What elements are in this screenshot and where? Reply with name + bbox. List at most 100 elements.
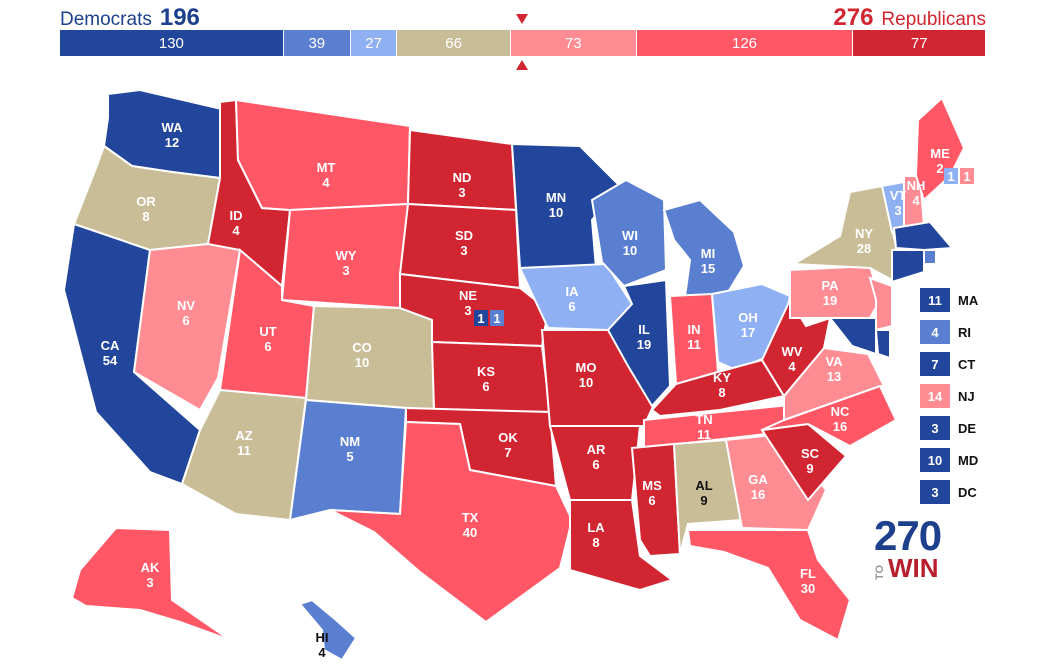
small-state-abbr: NJ bbox=[958, 388, 975, 404]
district-box-ne_d2[interactable] bbox=[490, 310, 504, 326]
state-label-NY: NY 28 bbox=[855, 226, 873, 256]
state-label-TX: TX 40 bbox=[462, 510, 479, 540]
small-state-ev-box[interactable]: 14 bbox=[920, 384, 950, 408]
state-label-MT: MT 4 bbox=[317, 160, 336, 190]
state-label-AK: AK 3 bbox=[141, 560, 160, 590]
state-label-LA: LA 8 bbox=[587, 520, 605, 550]
small-state-ev-box[interactable]: 7 bbox=[920, 352, 950, 376]
state-CT[interactable] bbox=[891, 249, 925, 284]
small-state-abbr: MD bbox=[958, 452, 979, 468]
state-label-WI: WI 10 bbox=[622, 228, 638, 258]
state-label-NE: NE 3 bbox=[459, 288, 477, 318]
district-box-me_d1[interactable] bbox=[944, 168, 958, 184]
state-label-MO: MO 10 bbox=[576, 360, 597, 390]
state-RI[interactable] bbox=[923, 249, 937, 265]
state-label-MN: MN 10 bbox=[546, 190, 566, 220]
state-CO[interactable] bbox=[304, 304, 436, 412]
tally-segment[interactable]: 39 bbox=[283, 30, 351, 56]
state-label-IL: IL 19 bbox=[637, 322, 651, 352]
state-HI[interactable] bbox=[298, 598, 358, 662]
state-AK[interactable] bbox=[70, 526, 231, 641]
small-state-row[interactable]: 14 NJ bbox=[920, 384, 978, 408]
district-box-me_d2[interactable] bbox=[960, 168, 974, 184]
state-label-MI: MI 15 bbox=[701, 246, 715, 276]
tally-segment[interactable]: 73 bbox=[510, 30, 637, 56]
state-label-VT: VT 3 bbox=[890, 188, 907, 218]
tally-segment[interactable]: 130 bbox=[60, 30, 284, 56]
state-label-VA: VA 13 bbox=[825, 354, 843, 384]
state-label-OH: OH 17 bbox=[738, 310, 758, 340]
small-state-row[interactable]: 10 MD bbox=[920, 448, 978, 472]
state-label-KS: KS 6 bbox=[477, 364, 495, 394]
state-label-NH: NH 4 bbox=[907, 178, 926, 208]
state-label-WV: WV 4 bbox=[782, 344, 803, 374]
small-state-ev-box[interactable]: 3 bbox=[920, 480, 950, 504]
small-state-row[interactable]: 3 DE bbox=[920, 416, 978, 440]
logo-win: WIN bbox=[888, 553, 939, 583]
republicans-label: Republicans bbox=[881, 9, 986, 30]
state-label-OK: OK 7 bbox=[498, 430, 518, 460]
state-WI[interactable] bbox=[590, 178, 668, 288]
district-label-ne_d2: 1 bbox=[493, 311, 500, 326]
state-AL[interactable] bbox=[672, 438, 744, 555]
state-TX[interactable] bbox=[329, 420, 574, 624]
state-label-CA: CA 54 bbox=[101, 338, 120, 368]
state-label-IN: IN 11 bbox=[687, 322, 701, 352]
state-label-AR: AR 6 bbox=[587, 442, 606, 472]
state-IL[interactable] bbox=[606, 278, 672, 408]
state-label-ND: ND 3 bbox=[453, 170, 472, 200]
small-state-abbr: DE bbox=[958, 420, 977, 436]
state-MA[interactable] bbox=[892, 220, 955, 252]
270-marker-up-icon bbox=[516, 60, 528, 70]
democrats-label: Democrats bbox=[60, 9, 152, 30]
democrats-total: 196 bbox=[159, 4, 200, 31]
small-state-row[interactable]: 3 DC bbox=[920, 480, 978, 504]
state-label-OR: OR 8 bbox=[136, 194, 156, 224]
state-label-CO: CO 10 bbox=[352, 340, 372, 370]
small-state-ev-box[interactable]: 10 bbox=[920, 448, 950, 472]
state-label-NV: NV 6 bbox=[177, 298, 195, 328]
270towin-logo[interactable]: 270 TO WIN bbox=[874, 512, 944, 583]
state-label-GA: GA 16 bbox=[748, 472, 768, 502]
state-label-HI: HI 4 bbox=[316, 630, 329, 660]
state-MS[interactable] bbox=[630, 442, 682, 558]
state-label-TN: TN 11 bbox=[695, 412, 712, 442]
state-label-WA: WA 12 bbox=[162, 120, 184, 150]
small-state-ev-box[interactable]: 11 bbox=[920, 288, 950, 312]
small-state-row[interactable]: 11 MA bbox=[920, 288, 978, 312]
electoral-tally-bar: 130 39 27 66 73 126 77 bbox=[60, 30, 986, 56]
state-label-FL: FL 30 bbox=[800, 566, 816, 596]
state-NV[interactable] bbox=[132, 242, 242, 412]
district-box-ne_d1[interactable] bbox=[474, 310, 488, 326]
small-state-abbr: CT bbox=[958, 356, 976, 372]
state-MD[interactable] bbox=[827, 317, 877, 356]
270-marker-down-icon bbox=[516, 14, 528, 24]
state-label-AZ: AZ 11 bbox=[235, 428, 252, 458]
republicans-header: 276 Republicans bbox=[825, 4, 986, 32]
small-state-abbr: MA bbox=[958, 292, 979, 308]
tally-segment[interactable]: 66 bbox=[397, 30, 511, 56]
small-state-ev-box[interactable]: 4 bbox=[920, 320, 950, 344]
tally-segment[interactable]: 27 bbox=[350, 30, 398, 56]
state-MT[interactable] bbox=[234, 98, 412, 212]
state-label-NC: NC 16 bbox=[831, 404, 850, 434]
small-state-row[interactable]: 7 CT bbox=[920, 352, 978, 376]
small-state-row[interactable]: 4 RI bbox=[920, 320, 978, 344]
state-label-MS: MS 6 bbox=[642, 478, 662, 508]
logo-number: 270 bbox=[874, 512, 942, 559]
small-state-abbr: DC bbox=[958, 484, 977, 500]
logo-to: TO bbox=[874, 564, 886, 580]
small-state-abbr: RI bbox=[958, 324, 971, 340]
state-FL[interactable] bbox=[686, 529, 852, 642]
district-label-me_d2: 1 bbox=[963, 169, 970, 184]
state-DE[interactable] bbox=[874, 329, 891, 360]
nebraska-district-split: 1 1 bbox=[474, 310, 504, 326]
us-electoral-map: WA 12 OR 8 CA 54 ID 4 NV 6 MT 4 WY 3 UT 6 AZ 11 C… bbox=[62, 88, 974, 662]
small-state-ev-box[interactable]: 3 bbox=[920, 416, 950, 440]
state-LA[interactable] bbox=[569, 499, 675, 592]
state-NY[interactable] bbox=[790, 184, 898, 282]
tally-segment[interactable]: 126 bbox=[636, 30, 854, 56]
small-states-list: 11 MA 4 RI 7 CT 14 NJ 3 DE 10 MD 3 DC bbox=[920, 288, 978, 512]
tally-segment[interactable]: 77 bbox=[853, 30, 986, 56]
state-NJ[interactable] bbox=[868, 276, 893, 332]
